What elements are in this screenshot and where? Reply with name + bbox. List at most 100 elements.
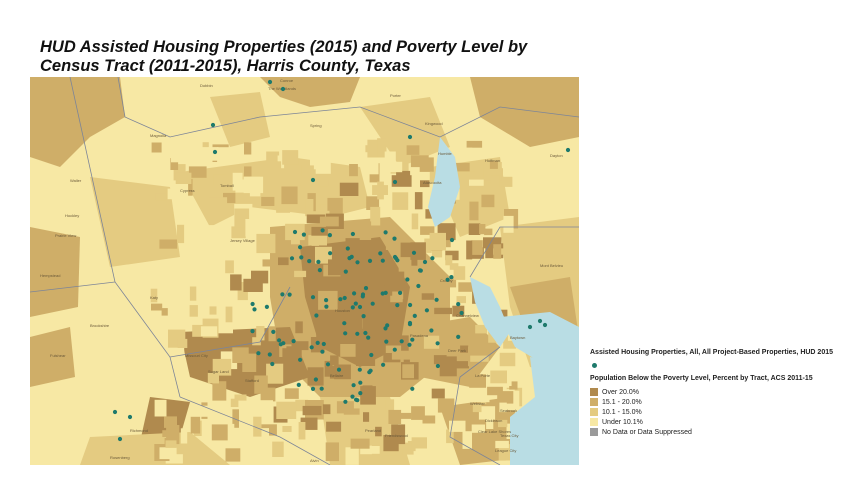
tract-block [362, 385, 373, 393]
water-bodies-layer [428, 137, 579, 465]
tract-block [308, 269, 318, 289]
tract-block [340, 344, 356, 357]
tract-block [469, 201, 479, 221]
legend-swatch [590, 388, 598, 396]
place-label: Houston [335, 308, 350, 313]
place-label: Kingwood [425, 121, 443, 126]
tract-block [189, 286, 197, 301]
tract-block [261, 196, 275, 206]
tract-block [322, 404, 331, 415]
poverty-zone [90, 177, 180, 267]
tract-block [276, 204, 291, 213]
tract-block [498, 419, 508, 428]
housing-property-marker [456, 302, 461, 307]
housing-property-marker [328, 251, 333, 256]
tract-block [450, 162, 470, 172]
tract-block [192, 324, 210, 337]
housing-property-marker [363, 286, 369, 291]
tract-block [339, 182, 359, 196]
place-label: Texas City [500, 433, 518, 438]
tract-block [232, 172, 243, 191]
tract-block [294, 270, 307, 278]
tract-block [326, 421, 342, 432]
housing-property-marker [313, 377, 318, 382]
tract-block [503, 340, 517, 349]
place-label: Rosenberg [110, 455, 130, 460]
tract-block [370, 206, 381, 226]
tract-block [384, 271, 405, 289]
legend-label: 15.1 - 20.0% [602, 398, 642, 406]
tract-block [423, 335, 440, 349]
housing-property-marker [392, 347, 397, 352]
tract-block [469, 374, 486, 388]
tract-block [170, 158, 179, 170]
housing-property-marker [250, 301, 255, 307]
tract-block [298, 422, 306, 440]
tract-block [242, 353, 257, 372]
tract-block [336, 401, 354, 414]
housing-property-marker [310, 295, 316, 300]
map-title: HUD Assisted Housing Properties (2015) a… [40, 38, 528, 75]
tract-block [372, 308, 390, 320]
housing-property-marker [407, 342, 412, 347]
poverty-map[interactable]: The Woodlands Spring Kingwood Atascocita Hum… [30, 77, 579, 465]
tract-block [230, 398, 239, 407]
housing-property-marker [298, 357, 303, 362]
tract-block [237, 282, 248, 301]
county-boundary [169, 286, 291, 358]
housing-property-marker [424, 308, 429, 313]
place-label: Pasadena [410, 333, 429, 338]
place-label: Channelview [456, 313, 479, 318]
housing-property-marker [355, 331, 360, 336]
tract-block [370, 264, 378, 274]
tract-block [481, 194, 495, 208]
housing-property-marker [363, 330, 368, 336]
tract-block [260, 450, 272, 465]
housing-property-marker [357, 304, 363, 310]
place-label: Prairie View [55, 233, 76, 238]
housing-property-marker [351, 383, 356, 388]
tract-block [473, 391, 490, 403]
housing-property-marker [435, 341, 440, 346]
tract-block [411, 437, 427, 449]
housing-property-marker [345, 246, 350, 251]
tract-block [398, 412, 412, 419]
tract-block [349, 280, 365, 291]
housing-property-marker [367, 258, 373, 263]
housing-property-marker [392, 236, 397, 241]
tract-block [185, 225, 195, 233]
tract-block [252, 337, 261, 346]
housing-property-marker [320, 349, 325, 354]
housing-property-marker [422, 259, 428, 265]
housing-property-marker [383, 230, 388, 235]
tract-block [281, 186, 298, 205]
tract-block [227, 423, 235, 441]
tract-block [161, 308, 168, 316]
housing-property-marker [310, 177, 316, 183]
tract-block [449, 420, 466, 432]
tract-block [472, 403, 482, 413]
tract-block [466, 140, 483, 148]
tract-block [486, 409, 494, 429]
place-label: Brookshire [90, 323, 110, 328]
poverty-zone [470, 77, 579, 147]
tract-block [171, 148, 180, 163]
place-label: Jersey Village [230, 238, 256, 243]
housing-property-marker [527, 324, 533, 330]
tract-block [172, 343, 185, 356]
housing-property-marker [342, 295, 347, 301]
place-label: Dayton [550, 153, 563, 158]
housing-property-marker [324, 304, 329, 309]
place-label: Deer Park [448, 348, 466, 353]
tract-block [266, 151, 281, 162]
tract-block [318, 179, 329, 187]
tract-block [493, 244, 502, 259]
place-label: Spring [310, 123, 322, 128]
housing-property-marker [358, 380, 363, 385]
place-label: Friendswood [385, 433, 408, 438]
tract-block [366, 196, 380, 210]
housing-property-marker [350, 394, 355, 399]
housing-property-marker [357, 367, 362, 372]
tract-block [489, 206, 503, 216]
